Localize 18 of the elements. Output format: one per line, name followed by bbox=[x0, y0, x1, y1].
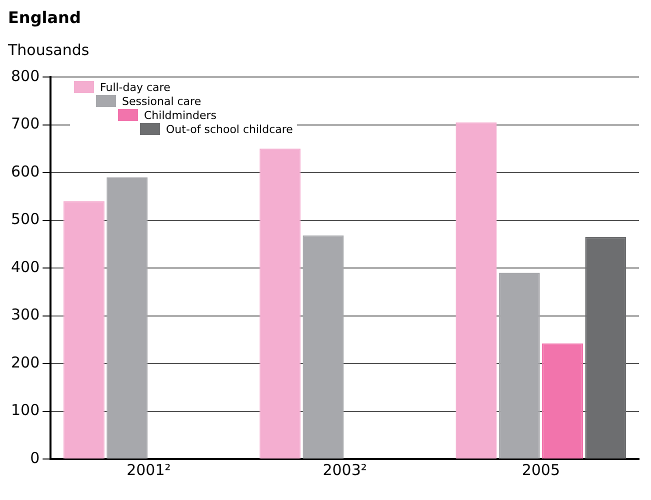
y-tick-label: 500 bbox=[10, 210, 40, 228]
x-tick-label: 2003² bbox=[322, 460, 367, 479]
legend-label: Out-of school childcare bbox=[166, 122, 293, 136]
x-tick-label: 2001² bbox=[126, 460, 171, 479]
chart-subtitle: Thousands bbox=[8, 41, 90, 59]
y-tick-label: 400 bbox=[10, 258, 40, 276]
y-tick-label: 0 bbox=[30, 448, 40, 467]
legend-label: Full-day care bbox=[100, 80, 170, 94]
y-tick-label: 100 bbox=[10, 401, 40, 420]
x-tick-label: 2005 bbox=[522, 460, 560, 479]
legend-label: Sessional care bbox=[122, 94, 202, 108]
chart-title: England bbox=[8, 8, 82, 27]
y-tick-label: 800 bbox=[10, 66, 40, 85]
y-tick-label: 200 bbox=[10, 353, 40, 372]
legend-label: Childminders bbox=[144, 108, 216, 122]
y-tick-label: 600 bbox=[10, 162, 40, 180]
y-tick-label: 300 bbox=[10, 306, 40, 324]
y-tick-label: 700 bbox=[10, 114, 40, 133]
